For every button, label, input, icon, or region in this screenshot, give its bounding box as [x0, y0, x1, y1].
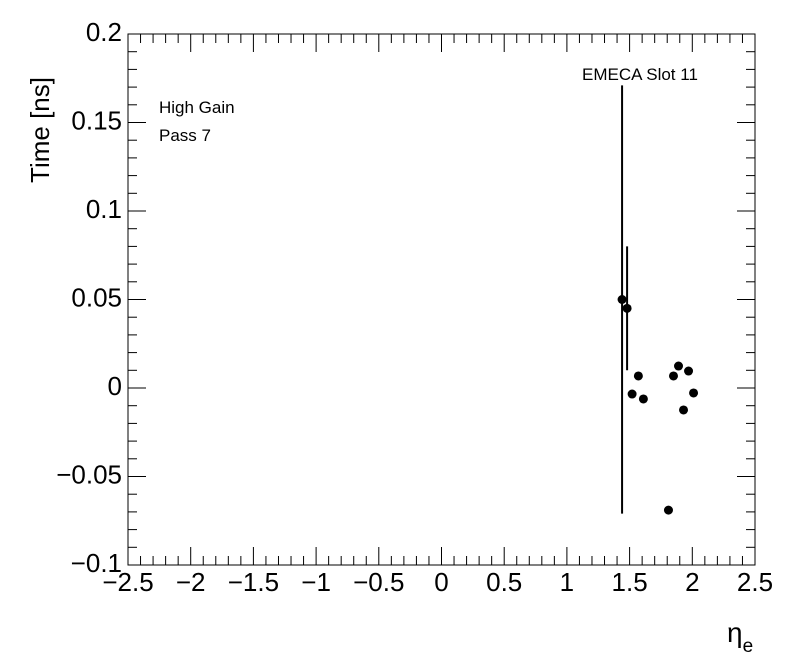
annotation: Pass 7	[159, 126, 211, 145]
data-point	[668, 371, 678, 381]
annotation: High Gain	[159, 98, 235, 117]
annotation: EMECA Slot 11	[582, 65, 698, 84]
data-point	[674, 361, 684, 371]
x-tick-label: 0	[434, 567, 448, 597]
data-point	[638, 394, 648, 404]
data-point	[689, 388, 699, 398]
x-tick-label: −2	[176, 567, 206, 597]
x-axis-symbol: η	[727, 617, 743, 648]
x-tick-label: 2.5	[737, 567, 773, 597]
data-point	[617, 295, 627, 304]
data-point	[633, 371, 643, 381]
y-tick-label: 0	[108, 371, 122, 401]
data-point	[684, 366, 694, 376]
x-tick-label: −1.5	[228, 567, 279, 597]
y-tick-label: 0.1	[86, 194, 122, 224]
y-axis-label: Time [ns]	[25, 77, 55, 183]
data-point	[679, 405, 689, 415]
x-tick-label: 1	[560, 567, 574, 597]
x-axis-label: ηe	[727, 617, 753, 657]
x-tick-label: −1	[301, 567, 331, 597]
x-tick-label: 0.5	[486, 567, 522, 597]
y-tick-label: 0.2	[86, 17, 122, 47]
y-tick-label: −0.1	[71, 548, 122, 578]
y-tick-label: 0.15	[71, 105, 122, 135]
data-point	[622, 303, 632, 313]
data-point	[627, 389, 637, 399]
x-axis-subscript: e	[743, 636, 754, 657]
x-tick-label: −2.5	[102, 567, 153, 597]
data-point	[663, 505, 673, 515]
x-tick-label: 1.5	[612, 567, 648, 597]
x-tick-label: −0.5	[353, 567, 404, 597]
y-tick-label: 0.05	[71, 282, 122, 312]
x-tick-label: 2	[685, 567, 699, 597]
y-tick-label: −0.05	[56, 459, 122, 489]
